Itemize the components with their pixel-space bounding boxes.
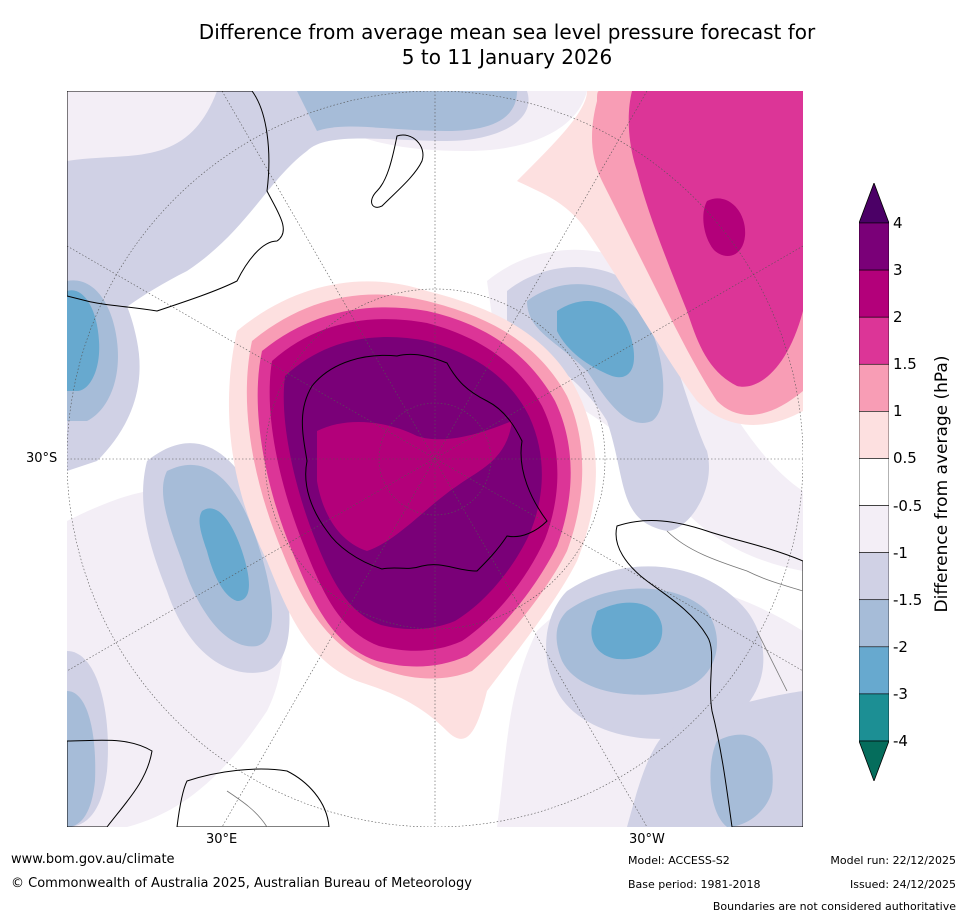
colorbar-segment (859, 458, 889, 506)
meridian-2 (221, 91, 648, 827)
anomaly-neg2-far-west (67, 290, 100, 391)
graticule (67, 91, 803, 827)
title-line-1: Difference from average mean sea level p… (198, 20, 816, 44)
anomaly-pos2-inner (317, 421, 512, 551)
footer-model: Model: ACCESS-S2 (628, 854, 730, 867)
colorbar-segment (859, 411, 889, 459)
anomaly-neg15-north (297, 91, 517, 131)
coast-new-zealand (371, 134, 424, 208)
colorbar-title: Difference from average (hPa) (932, 355, 952, 613)
colorbar-segment (859, 693, 889, 742)
border-africa (226, 790, 268, 827)
colorbar-tick-label: -2 (893, 637, 908, 656)
latitude-label-30s: 30°S (26, 451, 58, 466)
title-line-2: 5 to 11 January 2026 (401, 45, 613, 69)
colorbar-tick-label: -1.5 (893, 590, 923, 609)
colorbar-tick-label: -4 (893, 732, 908, 750)
colorbar-segment (859, 316, 889, 365)
colorbar-tick-label: -0.5 (893, 496, 923, 515)
border-south-america-2 (756, 630, 788, 692)
footer-base-period: Base period: 1981-2018 (628, 878, 761, 891)
coastlines (67, 91, 803, 827)
colorbar-tick-label: 3 (893, 261, 903, 280)
longitude-label-30w: 30°W (629, 832, 665, 847)
colorbar-segment (859, 599, 889, 648)
colorbar-tick-label: 4 (893, 214, 903, 232)
coast-south-america (615, 520, 803, 827)
colorbar-segment (859, 222, 889, 271)
footer-issued: Issued: 24/12/2025 (849, 878, 956, 891)
border-south-america (666, 530, 803, 592)
meridian-4 (67, 245, 803, 672)
anomaly-neg1-northwest (67, 91, 529, 351)
footer-boundaries: Boundaries are not considered authoritat… (712, 900, 956, 913)
borders (226, 530, 803, 827)
colorbar-tick-label: -1 (893, 543, 908, 562)
footer-website: www.bom.gov.au/climate (11, 852, 175, 867)
colorbar-tick-label: -3 (893, 684, 908, 703)
coast-antarctica (301, 353, 548, 572)
anomaly-neg15-far-southeast (710, 734, 773, 827)
colorbar-segment (859, 505, 889, 553)
coast-africa-south (176, 768, 330, 827)
colorbar-segment (859, 552, 889, 601)
map-svg (67, 91, 803, 827)
anomaly-neg2-east (557, 301, 635, 378)
colorbar-tick-label: 1.5 (893, 355, 917, 374)
anomaly-neg2-southwest (199, 508, 249, 601)
lat-circle-60s (264, 288, 606, 630)
colorbar-tick-label: 2 (893, 308, 903, 327)
longitude-label-30e: 30°E (206, 832, 238, 847)
colorbar-extend-max (859, 183, 889, 224)
coast-africa (67, 739, 153, 827)
coast-australia (67, 91, 284, 312)
colorbar-tick-label: 0.5 (893, 449, 917, 468)
colorbar-segment (859, 646, 889, 695)
anomaly-neg15-west-lower (67, 691, 96, 827)
anomaly-neg2-southeast (591, 602, 663, 660)
colorbar-segment (859, 363, 889, 412)
colorbar-extend-min (859, 740, 889, 781)
colorbar-segment (859, 269, 889, 318)
colorbar (859, 183, 889, 781)
pressure-anomaly-map (67, 91, 803, 827)
chart-title: Difference from average mean sea level p… (0, 20, 965, 70)
colorbar-tick-label: 1 (893, 402, 903, 421)
footer-copyright: © Commonwealth of Australia 2025, Austra… (11, 876, 472, 891)
footer-model-run: Model run: 22/12/2025 (830, 854, 956, 867)
anomaly-pos2-northeast (703, 198, 746, 256)
